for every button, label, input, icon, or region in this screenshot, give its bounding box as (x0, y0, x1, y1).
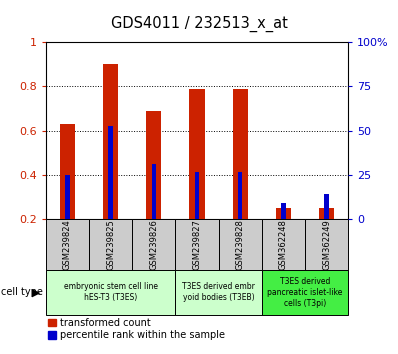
Bar (46, 270, 176, 315)
Text: ▶: ▶ (32, 287, 40, 297)
Text: GSM362248: GSM362248 (279, 219, 288, 270)
Bar (233, 89, 248, 218)
Bar (60, 124, 75, 218)
Bar (176, 218, 219, 270)
Bar (276, 207, 291, 218)
Bar (89, 218, 132, 270)
Bar (219, 218, 262, 270)
Bar (189, 89, 205, 218)
Bar (324, 194, 329, 218)
Text: cell type: cell type (1, 287, 43, 297)
Bar (46, 218, 89, 270)
Bar (281, 203, 286, 218)
Bar (103, 64, 118, 218)
Bar (146, 111, 161, 218)
Text: T3ES derived embr
yoid bodies (T3EB): T3ES derived embr yoid bodies (T3EB) (182, 282, 255, 302)
Bar (108, 126, 113, 218)
Bar (65, 175, 70, 218)
Bar (195, 172, 199, 218)
Text: embryonic stem cell line
hES-T3 (T3ES): embryonic stem cell line hES-T3 (T3ES) (64, 282, 158, 302)
Bar (176, 270, 262, 315)
Bar (319, 207, 334, 218)
Legend: transformed count, percentile rank within the sample: transformed count, percentile rank withi… (48, 318, 225, 341)
Text: GSM362249: GSM362249 (322, 219, 331, 269)
Bar (238, 172, 242, 218)
Text: GSM239825: GSM239825 (106, 219, 115, 269)
Text: T3ES derived
pancreatic islet-like
cells (T3pi): T3ES derived pancreatic islet-like cells… (267, 276, 343, 308)
Bar (152, 164, 156, 218)
Text: GDS4011 / 232513_x_at: GDS4011 / 232513_x_at (111, 16, 287, 32)
Bar (262, 218, 305, 270)
Bar (262, 270, 348, 315)
Text: GSM239826: GSM239826 (149, 219, 158, 270)
Text: GSM239828: GSM239828 (236, 219, 245, 270)
Text: GSM239824: GSM239824 (63, 219, 72, 269)
Bar (132, 218, 176, 270)
Text: GSM239827: GSM239827 (193, 219, 201, 270)
Bar (305, 218, 348, 270)
